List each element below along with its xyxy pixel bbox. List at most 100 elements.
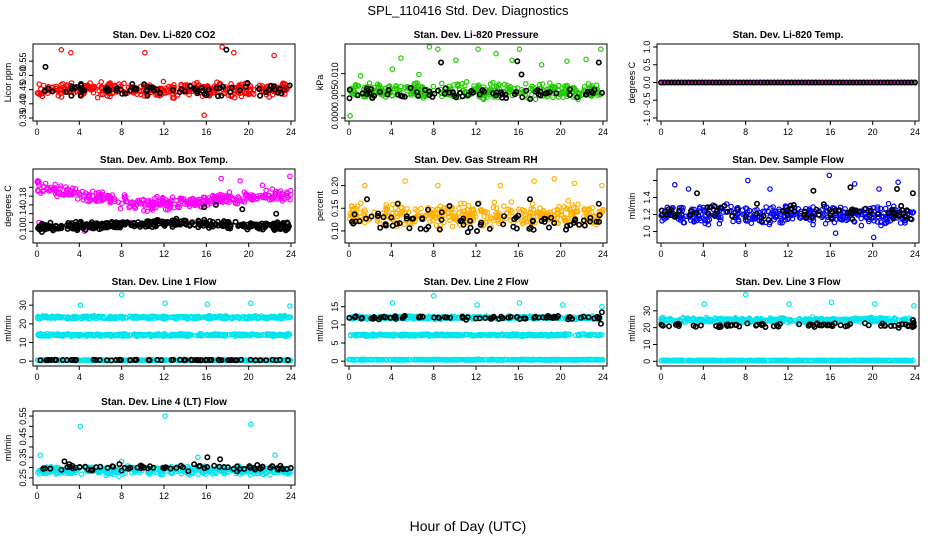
y-tick-label: 0.55 — [18, 52, 28, 70]
x-tick-label: 20 — [868, 127, 878, 137]
y-tick-label: 0.005 — [330, 85, 340, 108]
data-point — [427, 45, 431, 49]
data-point — [576, 202, 580, 206]
data-point — [877, 187, 881, 191]
data-point — [418, 227, 422, 231]
x-tick-label: 12 — [159, 127, 169, 137]
x-tick-label: 4 — [701, 249, 706, 259]
data-point — [264, 188, 268, 192]
data-point — [895, 187, 899, 191]
plot-frame — [345, 291, 607, 366]
data-point — [533, 97, 537, 101]
data-point — [597, 60, 601, 64]
data-point — [510, 58, 514, 62]
x-tick-label: 4 — [77, 127, 82, 137]
data-point — [402, 222, 406, 226]
data-point — [706, 211, 710, 215]
data-point — [258, 94, 262, 98]
data-point — [348, 114, 352, 118]
data-point — [69, 51, 73, 55]
x-tick-label: 12 — [159, 372, 169, 382]
data-point — [848, 185, 852, 189]
data-point — [859, 223, 863, 227]
y-tick-label: 1.0 — [642, 41, 652, 54]
figure-xlabel: Hour of Day (UTC) — [410, 518, 527, 534]
x-tick-label: 12 — [471, 372, 481, 382]
data-point — [551, 95, 555, 99]
y-axis-label: percent — [315, 190, 325, 221]
data-point — [407, 226, 411, 230]
data-point — [872, 235, 876, 239]
data-point — [494, 52, 498, 56]
data-point — [69, 94, 73, 98]
figure-title: SPL_110416 Std. Dev. Diagnostics — [367, 3, 569, 18]
data-point — [900, 208, 904, 212]
data-point — [417, 72, 421, 76]
data-point — [731, 219, 735, 223]
x-tick-label: 4 — [77, 249, 82, 259]
data-point — [673, 183, 677, 187]
data-point — [811, 189, 815, 193]
data-point — [827, 173, 831, 177]
series-green — [348, 45, 604, 118]
data-point — [192, 222, 196, 226]
data-point — [219, 93, 223, 97]
x-tick-label: 8 — [119, 249, 124, 259]
y-tick-label: 15 — [330, 302, 340, 312]
data-point — [600, 183, 604, 187]
data-point — [59, 48, 63, 52]
data-point — [517, 47, 521, 51]
y-axis-label: kPa — [315, 75, 325, 91]
data-point — [378, 226, 382, 230]
data-point — [476, 47, 480, 51]
data-point — [908, 217, 912, 221]
x-tick-label: 24 — [598, 127, 608, 137]
x-tick-label: 4 — [389, 372, 394, 382]
data-point — [232, 51, 236, 55]
chart-title: Stan. Dev. Line 2 Flow — [424, 277, 529, 288]
data-point — [364, 216, 368, 220]
data-point — [145, 89, 149, 93]
x-tick-label: 20 — [868, 249, 878, 259]
chart-title: Stan. Dev. Gas Stream RH — [414, 155, 537, 166]
data-point — [886, 202, 890, 206]
data-point — [457, 206, 461, 210]
data-point — [390, 67, 394, 71]
data-point — [439, 60, 443, 64]
data-point — [466, 230, 470, 234]
series-cyan — [35, 293, 293, 363]
data-point — [823, 222, 827, 226]
data-point — [833, 231, 837, 235]
data-point — [260, 183, 264, 187]
data-point — [358, 74, 362, 78]
y-tick-label: 0.000 — [330, 107, 340, 130]
y-tick-label: 30 — [18, 300, 28, 310]
x-tick-label: 16 — [825, 127, 835, 137]
data-point — [863, 207, 867, 211]
y-axis-label: degrees C — [627, 61, 637, 103]
data-point — [884, 206, 888, 210]
y-tick-label: 0.14 — [18, 205, 28, 223]
data-point — [911, 191, 915, 195]
x-tick-label: 16 — [201, 127, 211, 137]
y-tick-label: 0.18 — [18, 187, 28, 205]
data-point — [768, 187, 772, 191]
x-tick-label: 16 — [825, 249, 835, 259]
plot-frame — [33, 291, 295, 366]
x-tick-label: 24 — [910, 249, 920, 259]
x-tick-label: 0 — [658, 249, 663, 259]
y-tick-label: -1.0 — [642, 110, 652, 126]
chart-title: Stan. Dev. Li-820 CO2 — [113, 30, 216, 41]
y-axis-label: ml/min — [3, 315, 13, 342]
data-point — [431, 84, 435, 88]
data-point — [817, 213, 821, 217]
data-point — [755, 202, 759, 206]
data-point — [528, 197, 532, 201]
x-tick-label: 12 — [159, 249, 169, 259]
data-point — [565, 59, 569, 63]
